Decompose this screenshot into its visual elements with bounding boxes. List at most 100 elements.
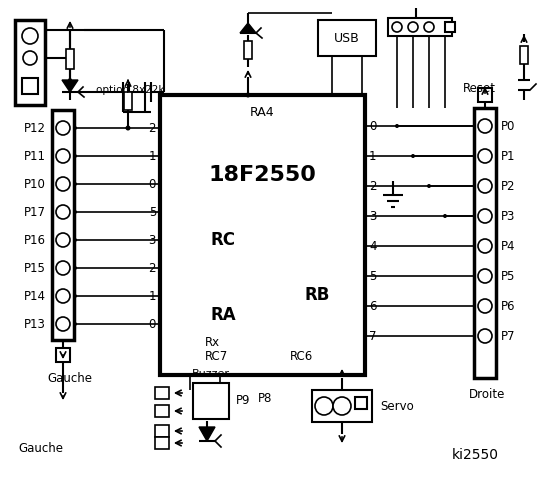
Bar [22, 78, 38, 94]
Text: P15: P15 [24, 262, 46, 275]
Bar [355, 397, 367, 409]
Text: 3: 3 [369, 209, 377, 223]
Text: 2: 2 [149, 121, 156, 134]
Bar [388, 18, 452, 36]
Polygon shape [240, 23, 256, 33]
Bar [160, 95, 365, 375]
Text: P17: P17 [24, 205, 46, 218]
Text: Servo: Servo [380, 399, 414, 412]
Polygon shape [62, 80, 78, 92]
Text: 1: 1 [369, 149, 377, 163]
Bar [66, 49, 74, 69]
Circle shape [56, 149, 70, 163]
Text: option 8x22k: option 8x22k [96, 85, 164, 95]
Circle shape [427, 184, 431, 188]
Circle shape [424, 22, 434, 32]
Text: 6: 6 [369, 300, 377, 312]
Text: 1: 1 [149, 289, 156, 302]
Text: P16: P16 [24, 233, 46, 247]
Bar [124, 92, 132, 110]
Text: 18F2550: 18F2550 [208, 165, 316, 185]
Text: P7: P7 [501, 329, 515, 343]
Circle shape [56, 233, 70, 247]
Text: Droite: Droite [469, 387, 505, 400]
Circle shape [392, 22, 402, 32]
Text: 4: 4 [369, 240, 377, 252]
Circle shape [478, 299, 492, 313]
Circle shape [315, 397, 333, 415]
Circle shape [478, 119, 492, 133]
Circle shape [478, 329, 492, 343]
Circle shape [56, 289, 70, 303]
Circle shape [73, 182, 77, 186]
Circle shape [73, 210, 77, 214]
Circle shape [73, 126, 77, 130]
Circle shape [246, 93, 251, 97]
Text: Rx: Rx [205, 336, 220, 349]
Text: 5: 5 [369, 269, 377, 283]
Text: 2: 2 [149, 262, 156, 275]
Text: 0: 0 [149, 178, 156, 191]
Text: 1: 1 [149, 149, 156, 163]
Circle shape [68, 78, 72, 82]
Text: P10: P10 [24, 178, 46, 191]
Text: P6: P6 [501, 300, 515, 312]
Text: P5: P5 [501, 269, 515, 283]
Bar [52, 110, 74, 340]
Text: Buzzer: Buzzer [192, 369, 230, 379]
Text: Reset: Reset [463, 82, 496, 95]
Text: RB: RB [305, 286, 330, 304]
Text: P11: P11 [24, 149, 46, 163]
Bar [474, 108, 496, 378]
Text: P2: P2 [501, 180, 515, 192]
Circle shape [73, 294, 77, 298]
Circle shape [56, 177, 70, 191]
Text: P14: P14 [24, 289, 46, 302]
Circle shape [23, 51, 37, 65]
Text: P12: P12 [24, 121, 46, 134]
Bar [155, 387, 169, 399]
Polygon shape [199, 427, 215, 441]
Text: Gauche: Gauche [18, 443, 63, 456]
Circle shape [56, 205, 70, 219]
Text: 0: 0 [369, 120, 377, 132]
Text: P1: P1 [501, 149, 515, 163]
Bar [15, 20, 45, 105]
Circle shape [478, 239, 492, 253]
Text: ki2550: ki2550 [451, 448, 498, 462]
Text: 7: 7 [369, 329, 377, 343]
Circle shape [408, 22, 418, 32]
Text: P8: P8 [258, 393, 272, 406]
Text: RA4: RA4 [250, 107, 275, 120]
Text: RC: RC [210, 231, 235, 249]
Bar [56, 348, 70, 362]
Circle shape [22, 28, 38, 44]
Text: Gauche: Gauche [47, 372, 92, 384]
Text: RA: RA [210, 306, 236, 324]
Text: 5: 5 [149, 205, 156, 218]
Circle shape [478, 269, 492, 283]
Bar [193, 383, 229, 419]
Circle shape [73, 238, 77, 242]
Circle shape [478, 209, 492, 223]
Circle shape [73, 154, 77, 158]
Bar [244, 41, 252, 59]
Text: P0: P0 [501, 120, 515, 132]
Circle shape [411, 154, 415, 158]
Text: P13: P13 [24, 317, 46, 331]
Circle shape [56, 317, 70, 331]
Circle shape [126, 125, 131, 131]
Text: 2: 2 [369, 180, 377, 192]
Bar [445, 22, 455, 32]
Text: USB: USB [334, 32, 360, 45]
Bar [520, 46, 528, 64]
Bar [318, 20, 376, 56]
Text: RC7: RC7 [205, 350, 228, 363]
Circle shape [443, 214, 447, 218]
Bar [155, 437, 169, 449]
Circle shape [56, 261, 70, 275]
Text: 0: 0 [149, 317, 156, 331]
Bar [478, 88, 492, 102]
Circle shape [73, 322, 77, 326]
Circle shape [73, 266, 77, 270]
